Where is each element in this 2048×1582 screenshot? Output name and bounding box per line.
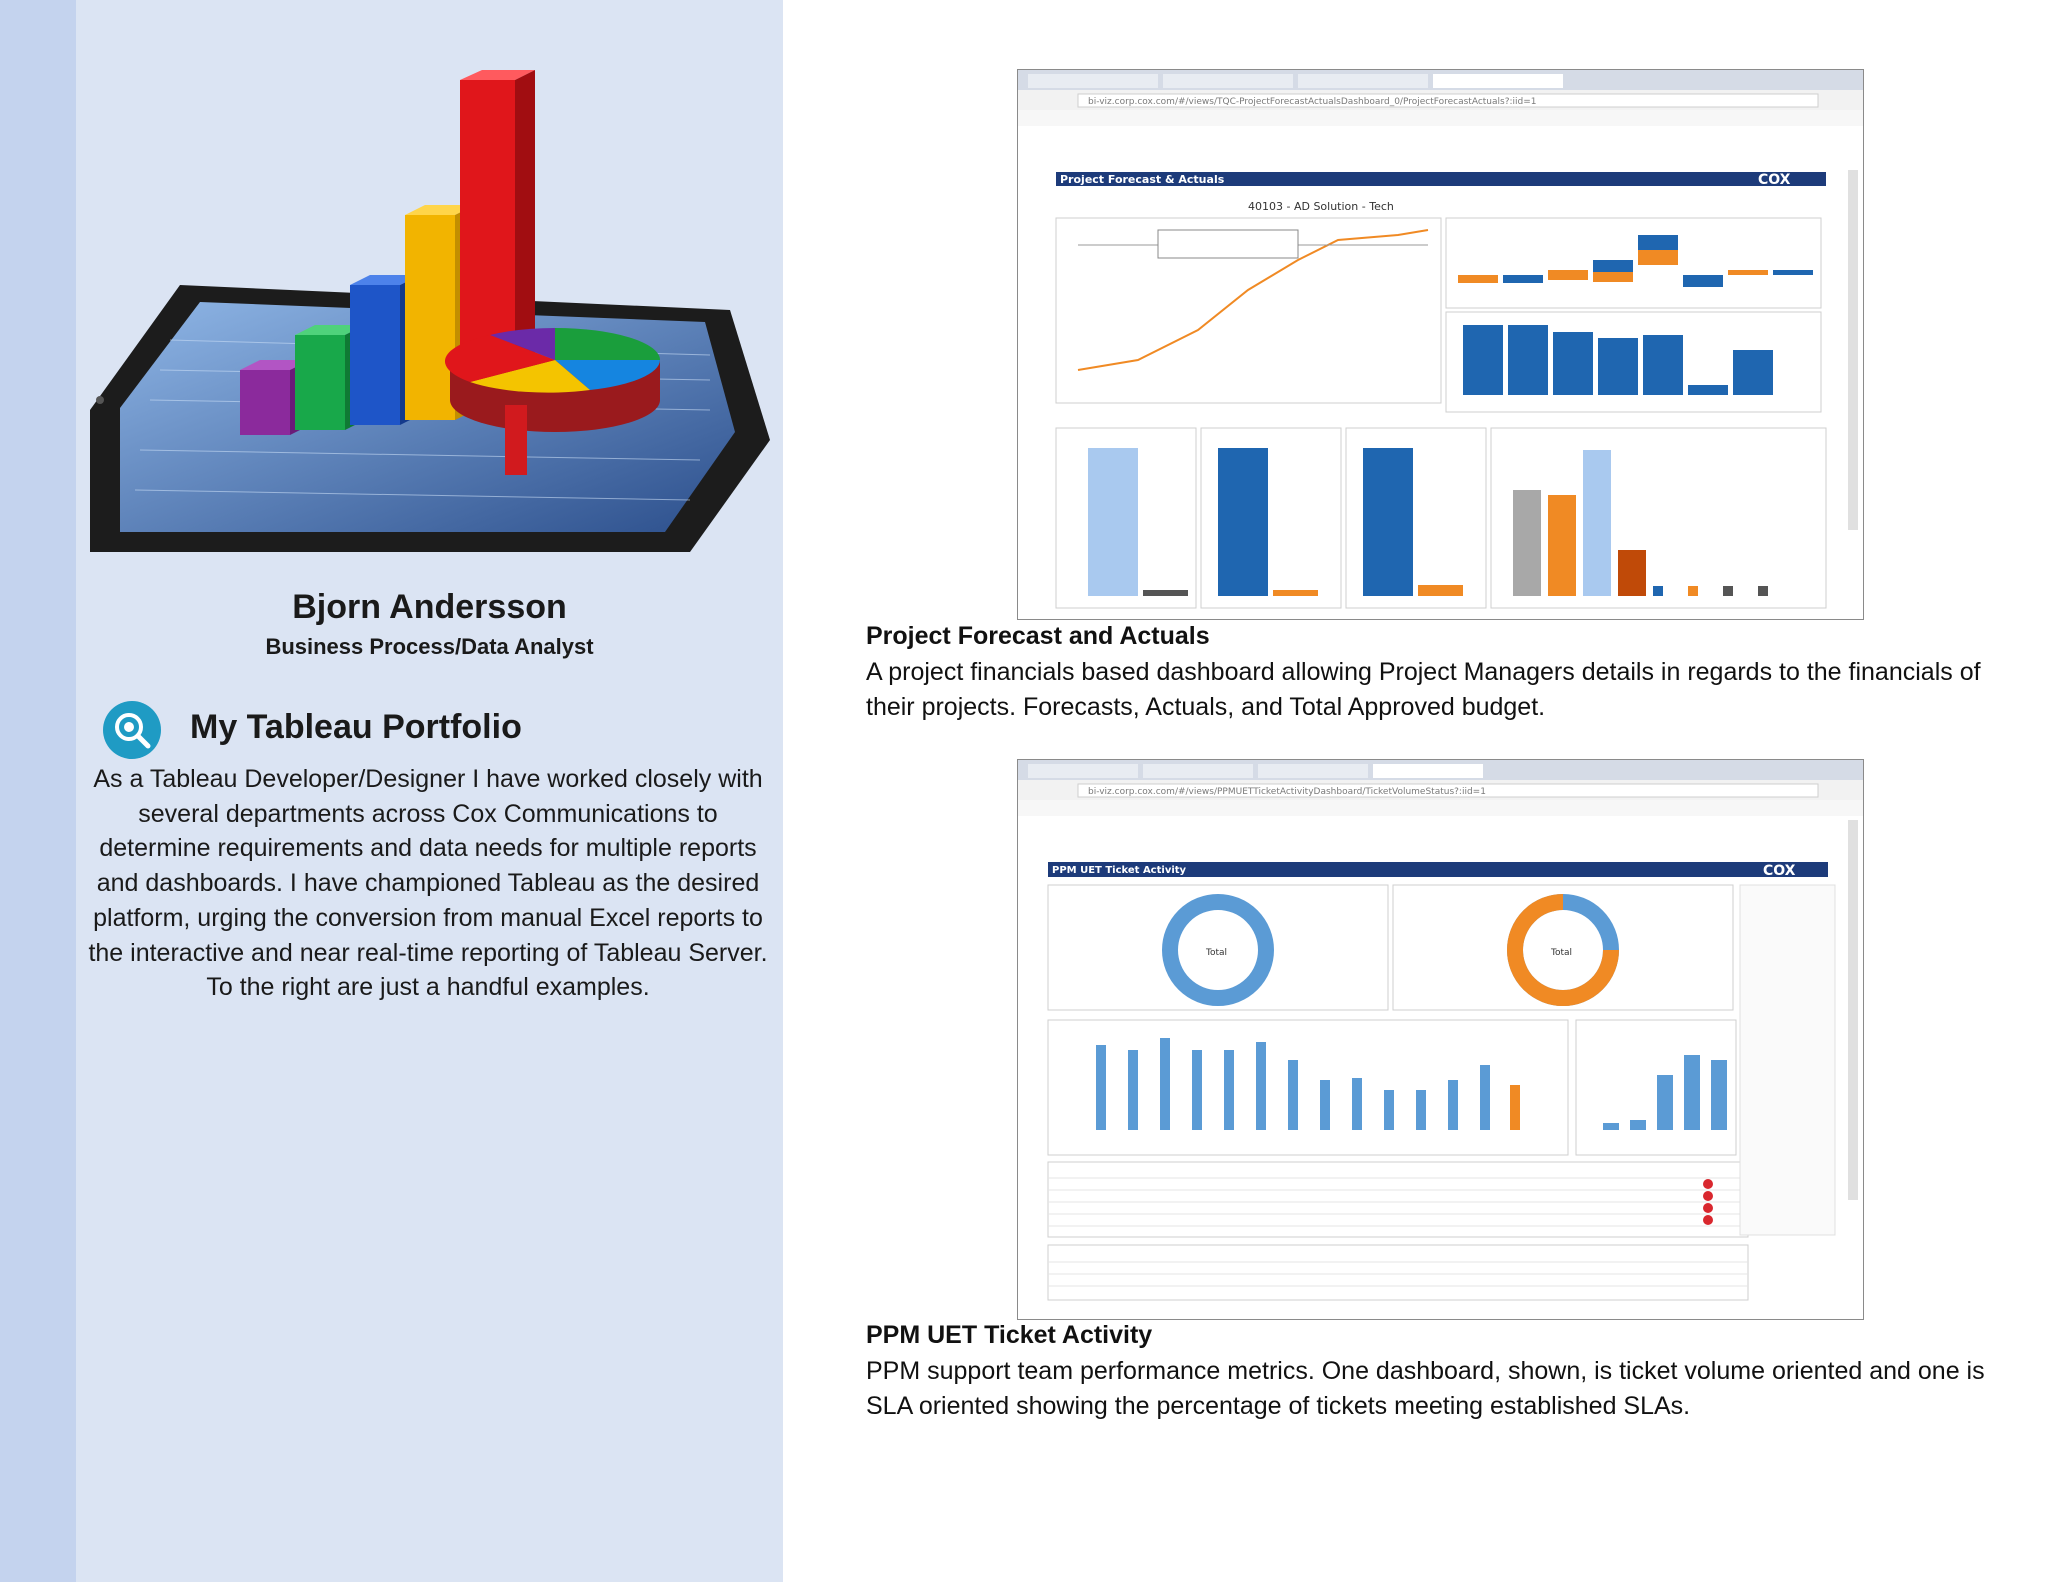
screenshot2-header: PPM UET Ticket Activity <box>1052 865 1187 876</box>
profile-name: Bjorn Andersson <box>292 588 567 626</box>
example1-title: Project Forecast and Actuals <box>866 622 1210 650</box>
portfolio-description: As a Tableau Developer/Designer I have w… <box>88 765 768 1002</box>
screenshot1-project-label: 40103 - AD Solution - Tech <box>1248 200 1394 213</box>
left-accent-stripe <box>0 0 76 1582</box>
donut2-center: Total <box>1550 948 1572 958</box>
magnifier-gear-icon <box>103 701 161 759</box>
example1-description: A project financials based dashboard all… <box>866 658 1981 721</box>
example2-title: PPM UET Ticket Activity <box>866 1321 1153 1349</box>
portfolio-title: My Tableau Portfolio <box>190 708 522 746</box>
donut1-center: Total <box>1205 948 1227 958</box>
profile-role: Business Process/Data Analyst <box>265 634 594 659</box>
ppm-ticket-dashboard-screenshot: bi-viz.corp.cox.com/#/views/PPMUETTicket… <box>1017 759 1864 1320</box>
example2-description: PPM support team performance metrics. On… <box>866 1357 1985 1420</box>
screenshot1-url: bi-viz.corp.cox.com/#/views/TQC-ProjectF… <box>1088 97 1537 107</box>
project-forecast-dashboard-screenshot: bi-viz.corp.cox.com/#/views/TQC-ProjectF… <box>1017 69 1864 620</box>
screenshot1-header: Project Forecast & Actuals <box>1060 173 1225 186</box>
screenshot2-brand: COX <box>1763 863 1796 879</box>
screenshot2-url: bi-viz.corp.cox.com/#/views/PPMUETTicket… <box>1088 787 1486 797</box>
screenshot1-brand: COX <box>1758 172 1791 188</box>
tablet-chart-illustration <box>90 70 770 552</box>
